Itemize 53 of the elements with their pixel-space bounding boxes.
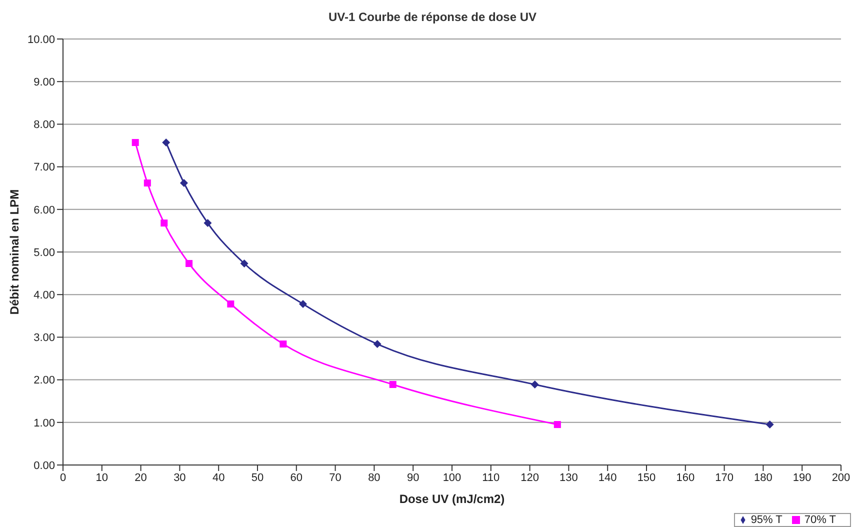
point: [160, 220, 168, 227]
point: [389, 380, 396, 388]
x-tick-label: 30: [174, 472, 186, 484]
x-tick-label: 80: [368, 472, 380, 484]
x-tick-label: 160: [676, 472, 695, 484]
x-tick-label: 130: [560, 472, 578, 484]
point: [280, 340, 287, 348]
x-tick-label: 0: [60, 472, 66, 484]
point: [227, 300, 234, 308]
legend-label: 95% T: [750, 514, 782, 526]
x-tick-label: 110: [482, 472, 500, 484]
point: [186, 260, 193, 267]
x-tick-label: 190: [792, 472, 812, 484]
y-tick-label: 9.00: [34, 76, 55, 89]
x-tick-label: 60: [290, 472, 303, 484]
x-axis-title: Dose UV (mJ/cm2): [399, 492, 505, 506]
x-tick-label: 180: [754, 472, 772, 484]
x-tick-label: 90: [406, 472, 420, 484]
y-tick-label: 4.00: [34, 290, 55, 302]
x-tick-label: 10: [96, 472, 108, 484]
y-tick-label: 7.00: [34, 162, 55, 174]
x-tick-label: 150: [637, 472, 656, 484]
y-tick-label: 0.00: [34, 460, 55, 472]
y-tick-label: 5.00: [34, 246, 55, 259]
chart-title: UV-1 Courbe de réponse de dose UV: [327, 10, 538, 24]
point: [162, 138, 170, 147]
point: [373, 340, 382, 348]
point: [204, 219, 212, 228]
y-tick-label: 10.00: [27, 34, 55, 46]
x-tick-label: 20: [134, 472, 147, 484]
point: [180, 178, 188, 187]
x-tick-label: 140: [598, 472, 617, 484]
y-tick-label: 6.00: [34, 204, 55, 216]
x-tick-label: 50: [251, 472, 264, 484]
point: [299, 300, 308, 308]
x-tick-label: 120: [520, 472, 539, 484]
point: [144, 179, 151, 186]
point: [530, 380, 539, 388]
y-tick-label: 2.00: [34, 374, 55, 387]
point: [132, 139, 139, 146]
legend-label: 70% T: [804, 514, 836, 526]
x-tick-label: 70: [329, 472, 342, 484]
point: [240, 260, 248, 268]
point: [554, 421, 561, 428]
y-tick-label: 1.00: [34, 417, 55, 430]
point: [766, 420, 774, 429]
x-tick-label: 170: [715, 472, 734, 484]
y-tick-label: 8.00: [34, 119, 55, 132]
x-tick-label: 200: [832, 472, 850, 484]
y-axis-title: Débit nominal en LPM: [7, 189, 22, 315]
x-tick-label: 100: [442, 472, 462, 484]
y-tick-label: 3.00: [34, 332, 55, 344]
x-tick-label: 40: [212, 472, 225, 484]
